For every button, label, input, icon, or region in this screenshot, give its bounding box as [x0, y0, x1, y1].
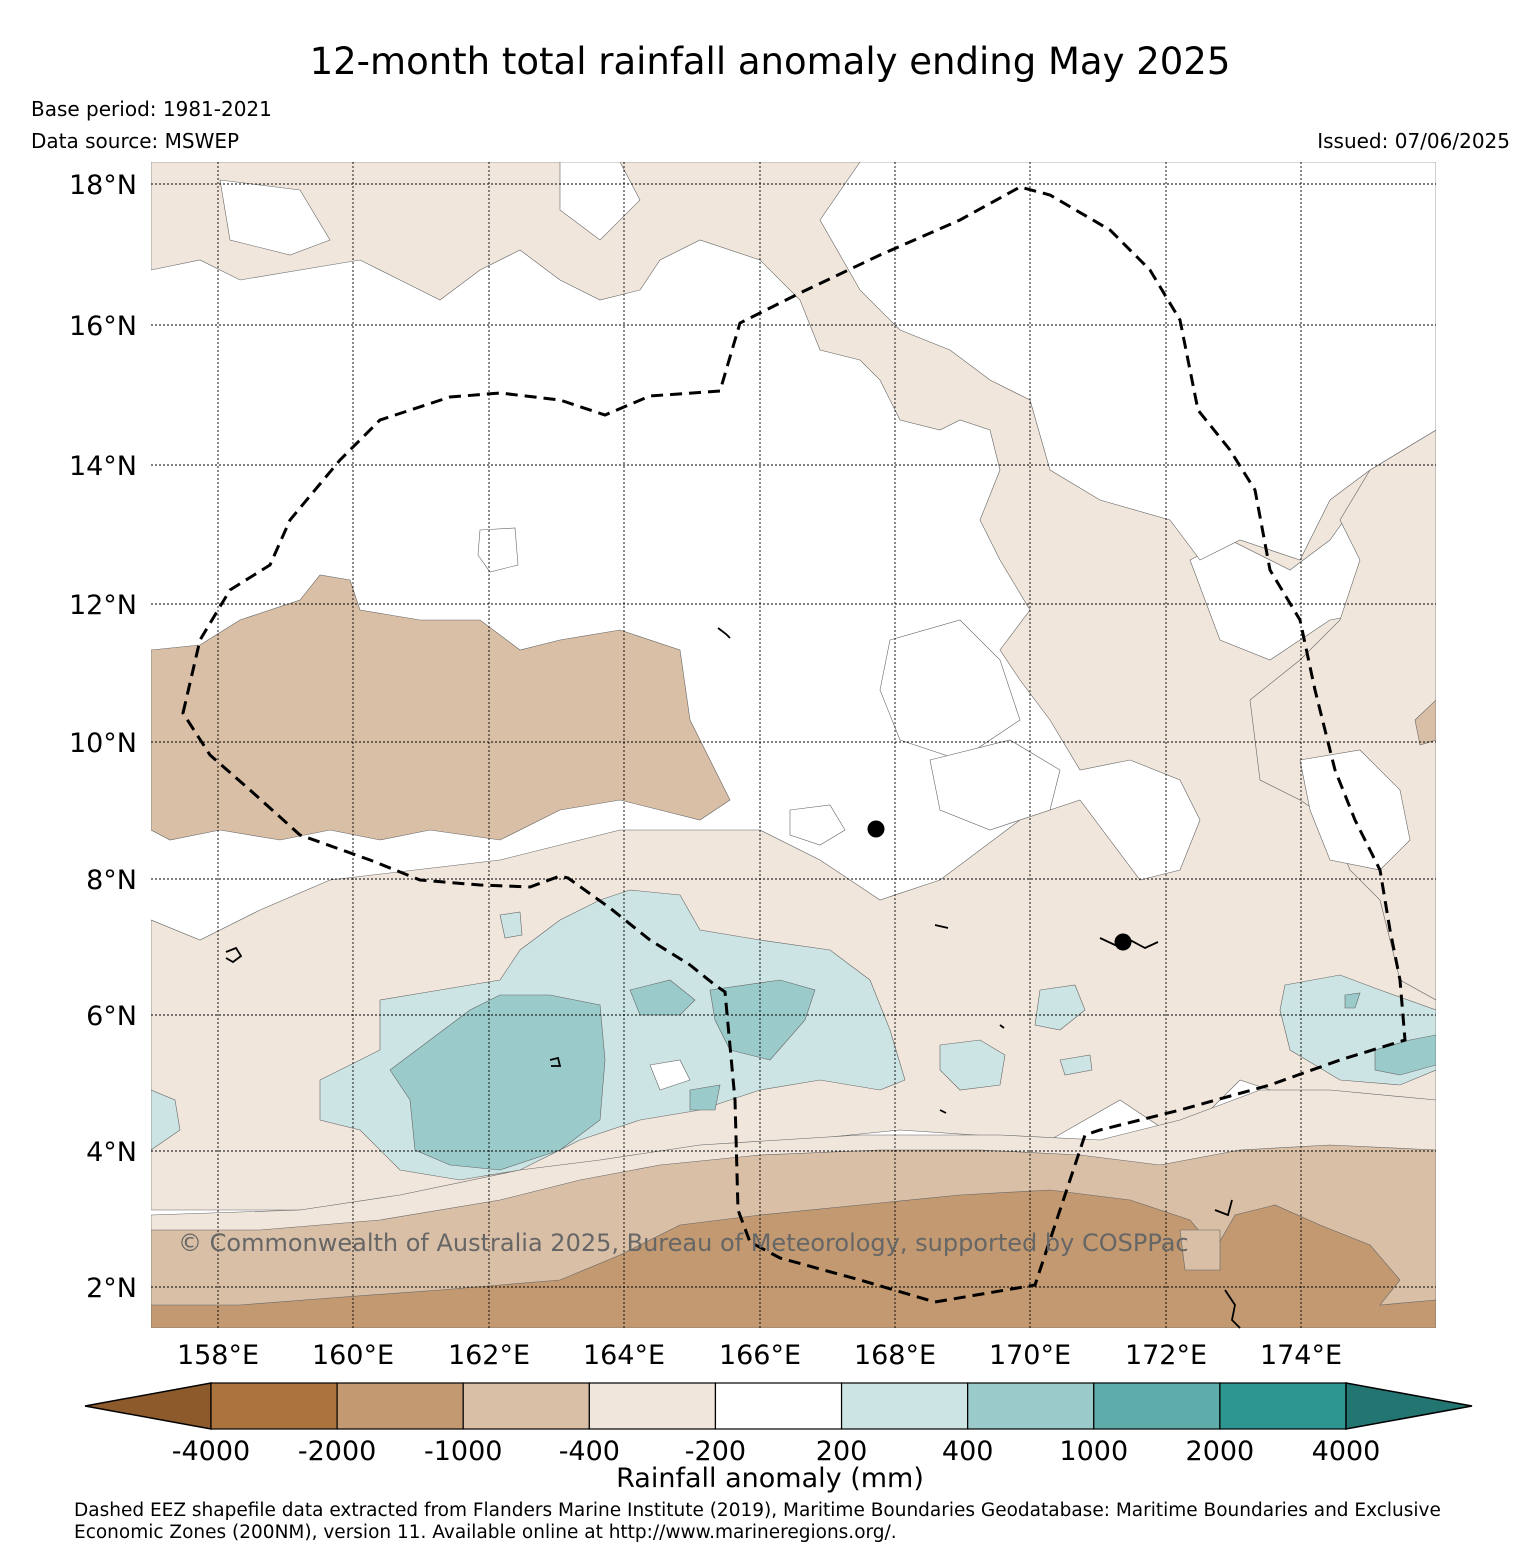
- anomaly-zone-white-hole: [649, 1059, 691, 1091]
- anomaly-zone-teal-small: [689, 1084, 721, 1111]
- anomaly-zone-teal-small: [1374, 1034, 1436, 1076]
- colorbar-swatch: [714, 1382, 843, 1430]
- colorbar-swatch: [210, 1382, 338, 1430]
- anomaly-zone-white-central: [1299, 749, 1411, 871]
- colorbar-swatch: [1219, 1382, 1347, 1430]
- footnote: Dashed EEZ shapefile data extracted from…: [74, 1500, 1441, 1543]
- lon-label: 174°E: [1260, 1340, 1342, 1371]
- anomaly-zone-white-north: [559, 162, 641, 241]
- colorbar-tick-label: 400: [942, 1436, 994, 1467]
- lon-label: 164°E: [583, 1340, 665, 1371]
- lat-label: 12°N: [69, 590, 137, 621]
- anomaly-zone-light-teal-west: [499, 911, 523, 939]
- lon-label: 166°E: [719, 1340, 801, 1371]
- anomaly-zone-medium-tan-hole: [1179, 1229, 1221, 1271]
- colorbar-tick-label: -200: [685, 1436, 746, 1467]
- colorbar-tick-label: -1000: [424, 1436, 502, 1467]
- base-period: Base period: 1981-2021: [31, 97, 272, 121]
- lon-label: 170°E: [989, 1340, 1071, 1371]
- copyright-text: © Commonwealth of Australia 2025, Bureau…: [178, 1229, 1189, 1257]
- map-figure: © Commonwealth of Australia 2025, Bureau…: [69, 162, 1473, 1467]
- anomaly-zone-light-teal-east: [1059, 1054, 1093, 1076]
- anomaly-zone-medium-tan-east: [1414, 699, 1436, 746]
- colorbar: [84, 1382, 1473, 1430]
- colorbar-ticks: -4000 -2000 -1000 -400 -200 200 400 1000 2000 400…: [172, 1436, 1381, 1467]
- colorbar-tick-label: -2000: [298, 1436, 376, 1467]
- lat-label: 2°N: [86, 1273, 137, 1304]
- anomaly-zone-white-central: [929, 739, 1061, 831]
- lat-label: 4°N: [86, 1137, 137, 1168]
- station-marker[interactable]: [1114, 933, 1132, 951]
- issued-date: Issued: 07/06/2025: [1317, 129, 1510, 153]
- data-source: Data source: MSWEP: [31, 129, 240, 153]
- colorbar-tick-label: -400: [559, 1436, 620, 1467]
- colorbar-swatch: [588, 1382, 717, 1430]
- anomaly-zone-light-teal-west: [151, 1089, 181, 1151]
- colorbar-extend-low: [84, 1382, 212, 1430]
- anomaly-zone-white-central: [477, 527, 519, 573]
- lat-label: 6°N: [86, 1001, 137, 1032]
- latitude-axis: 18°N 16°N 14°N 12°N 10°N 8°N 6°N 4°N 2°N: [69, 170, 137, 1304]
- colorbar-swatch: [462, 1382, 590, 1430]
- lon-label: 158°E: [177, 1340, 259, 1371]
- anomaly-field: [151, 162, 1436, 1328]
- lat-label: 16°N: [69, 311, 137, 342]
- colorbar-extend-high: [1345, 1382, 1473, 1430]
- anomaly-zone-teal-main: [389, 994, 606, 1171]
- colorbar-tick-label: 1000: [1059, 1436, 1128, 1467]
- colorbar-swatch: [336, 1382, 464, 1430]
- anomaly-zone-white-central: [879, 619, 1021, 761]
- anomaly-zone-light-teal-east: [939, 1039, 1006, 1091]
- colorbar-swatch: [1093, 1382, 1221, 1430]
- colorbar-tick-label: 4000: [1312, 1436, 1381, 1467]
- anomaly-zone-light-teal-east: [1034, 984, 1086, 1031]
- station-marker[interactable]: [867, 820, 885, 838]
- colorbar-swatch: [967, 1382, 1095, 1430]
- anomaly-zone-white-north: [219, 179, 331, 256]
- lat-label: 18°N: [69, 170, 137, 201]
- colorbar-label: Rainfall anomaly (mm): [616, 1463, 924, 1494]
- lon-label: 172°E: [1125, 1340, 1207, 1371]
- anomaly-zone-teal-small: [1344, 992, 1361, 1009]
- lon-label: 162°E: [448, 1340, 530, 1371]
- anomaly-zone-brown-south: [151, 1189, 1436, 1328]
- anomaly-zone-white-north: [819, 162, 1436, 561]
- anomaly-zone-teal-small: [629, 979, 696, 1016]
- colorbar-swatch: [840, 1382, 969, 1430]
- lat-label: 14°N: [69, 451, 137, 482]
- colorbar-tick-label: 2000: [1186, 1436, 1255, 1467]
- eez-boundary: [181, 185, 1407, 1304]
- colorbar-tick-label: 200: [816, 1436, 868, 1467]
- colorbar-tick-label: -4000: [172, 1436, 250, 1467]
- longitude-axis: 158°E 160°E 162°E 164°E 166°E 168°E 170°…: [177, 1340, 1342, 1371]
- lat-label: 8°N: [86, 865, 137, 896]
- lon-label: 168°E: [854, 1340, 936, 1371]
- map-title: 12-month total rainfall anomaly ending M…: [309, 40, 1231, 83]
- lon-label: 160°E: [312, 1340, 394, 1371]
- anomaly-zone-teal-small: [709, 979, 816, 1061]
- anomaly-zone-white-central: [789, 804, 846, 846]
- anomaly-zone-medium-tan-west: [151, 574, 731, 841]
- lat-label: 10°N: [69, 728, 137, 759]
